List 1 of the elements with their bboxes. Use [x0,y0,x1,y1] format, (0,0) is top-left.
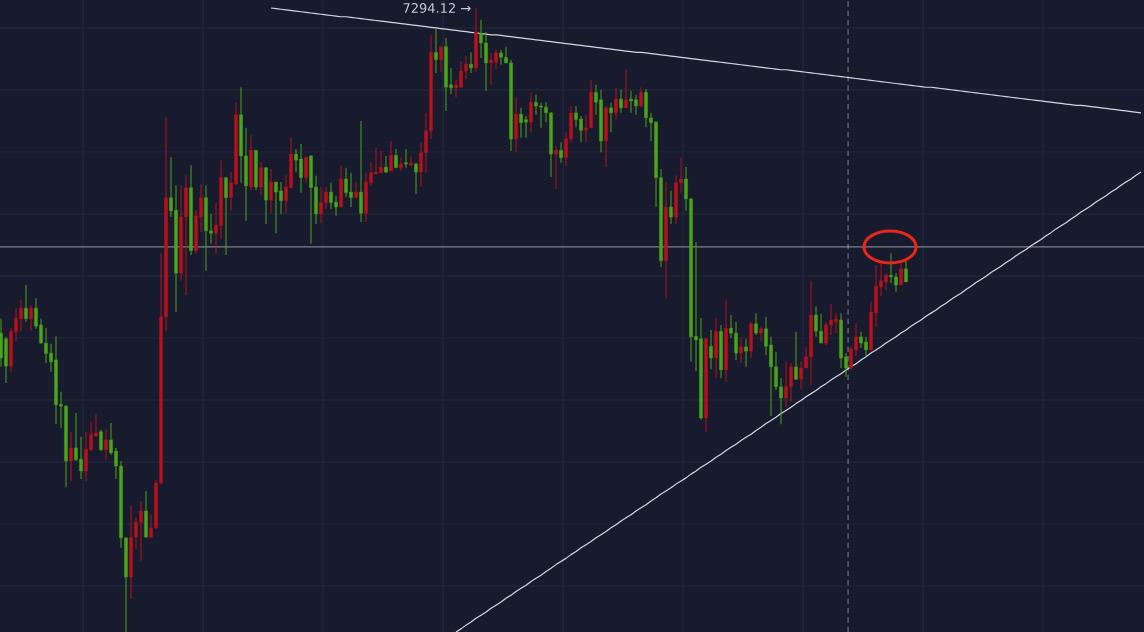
annotation: 7294.12 → [403,3,471,13]
